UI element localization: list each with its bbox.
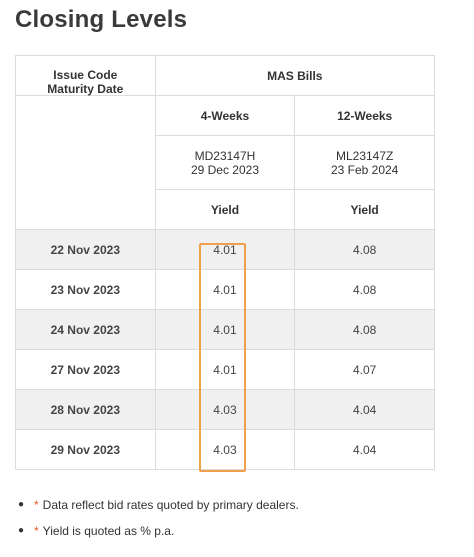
closing-levels-table: MAS Bills Issue Code Maturity Date 4-Wee… xyxy=(15,55,436,470)
maturity-date: 23 Feb 2024 xyxy=(330,162,399,177)
footnote-text: Data reflect bid rates quoted by primary… xyxy=(42,498,299,512)
row-date: 22 Nov 2023 xyxy=(15,229,156,270)
yield-value: 4.04 xyxy=(294,389,435,430)
row-header-line: Issue Code xyxy=(53,68,118,82)
table-row: 29 Nov 2023 4.03 4.04 xyxy=(15,429,435,470)
footnote-item: ● * Data reflect bid rates quoted by pri… xyxy=(18,497,299,523)
yield-value: 4.03 xyxy=(154,389,296,430)
measure-header: Yield xyxy=(154,189,296,230)
table-row: 28 Nov 2023 4.03 4.04 xyxy=(15,389,435,430)
footnote-marker: * xyxy=(34,524,39,538)
yield-value: 4.01 xyxy=(154,229,296,270)
row-header-line: Maturity Date xyxy=(47,82,124,96)
measure-header: Yield xyxy=(294,189,435,230)
group-header: MAS Bills xyxy=(154,55,436,96)
yield-value: 4.08 xyxy=(294,309,435,350)
maturity-date: 29 Dec 2023 xyxy=(190,162,259,177)
bullet-icon: ● xyxy=(18,525,25,536)
row-date: 28 Nov 2023 xyxy=(15,389,156,430)
yield-value: 4.03 xyxy=(154,429,296,470)
row-date: 23 Nov 2023 xyxy=(15,269,156,310)
yield-value: 4.08 xyxy=(294,269,435,310)
tenor-header: 4-Weeks xyxy=(154,95,296,136)
issue-code: MD23147H xyxy=(194,148,256,163)
yield-value: 4.08 xyxy=(294,229,435,270)
table-row: 22 Nov 2023 4.01 4.08 xyxy=(15,229,435,270)
row-date: 24 Nov 2023 xyxy=(15,309,156,350)
row-date: 29 Nov 2023 xyxy=(15,429,156,470)
tenor-header: 12-Weeks xyxy=(294,95,435,136)
yield-value: 4.01 xyxy=(154,309,296,350)
page-title: Closing Levels xyxy=(15,6,188,33)
bullet-icon: ● xyxy=(18,499,25,510)
footnotes: ● * Data reflect bid rates quoted by pri… xyxy=(18,497,299,549)
row-date: 27 Nov 2023 xyxy=(15,349,156,390)
yield-value: 4.01 xyxy=(154,269,296,310)
issue-code-cell: ML23147Z 23 Feb 2024 xyxy=(294,135,435,190)
footnote-item: ● * Yield is quoted as % p.a. xyxy=(18,523,299,549)
table-row: 27 Nov 2023 4.01 4.07 xyxy=(15,349,435,390)
row-header: Issue Code Maturity Date xyxy=(15,68,156,230)
issue-code-cell: MD23147H 29 Dec 2023 xyxy=(154,135,296,190)
table-row: 23 Nov 2023 4.01 4.08 xyxy=(15,269,435,310)
issue-code: ML23147Z xyxy=(335,148,394,163)
footnote-marker: * xyxy=(34,498,39,512)
footnote-text: Yield is quoted as % p.a. xyxy=(42,524,175,538)
table-row: 24 Nov 2023 4.01 4.08 xyxy=(15,309,435,350)
yield-value: 4.07 xyxy=(294,349,435,390)
yield-value: 4.04 xyxy=(294,429,435,470)
yield-value: 4.01 xyxy=(154,349,296,390)
